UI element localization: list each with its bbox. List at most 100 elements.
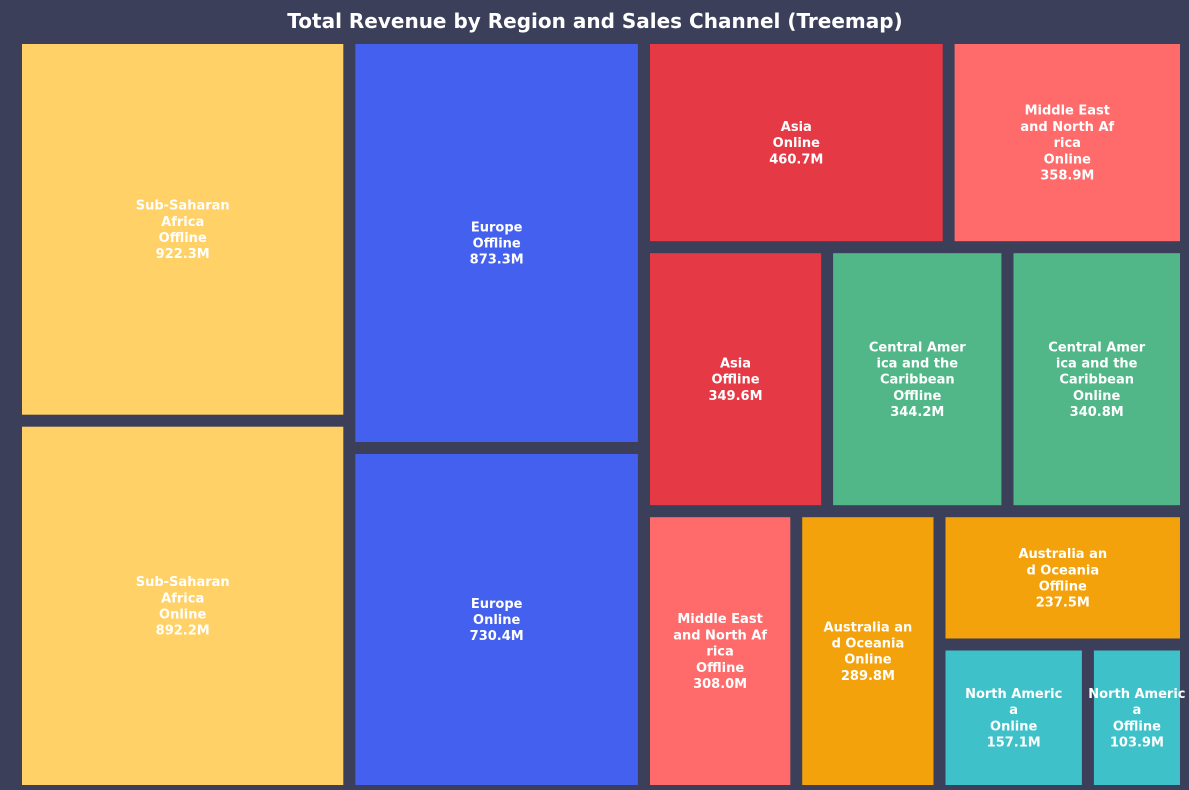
tile-label-line: Caribbean (880, 373, 955, 388)
tile-label-line: 289.8M (841, 669, 895, 684)
tile-label-line: 103.9M (1110, 736, 1164, 751)
tile-label-line: 922.3M (156, 247, 210, 262)
tile-rect-central-america-and-the-caribbean-online (1013, 253, 1180, 506)
tile-asia-online: Asia Online 460.7M (650, 44, 943, 242)
tile-label-line: 344.2M (890, 405, 944, 420)
tile-label-line: 157.1M (987, 736, 1041, 751)
tile-label-line: 730.4M (470, 629, 524, 644)
tile-label-line: Online (773, 136, 820, 151)
tile-label-line: Offline (696, 661, 744, 676)
tile-label-central-america-and-the-caribbean-online: Central Amer ica and the Caribbean Online 34… (1048, 340, 1145, 420)
tile-label-line: North Americ (1088, 687, 1185, 702)
tile-label-line: Online (990, 719, 1037, 734)
tile-label-line: Online (473, 613, 520, 628)
tile-label-line: a (1009, 703, 1018, 718)
tile-label-asia-offline: Asia Offline 349.6M (708, 357, 762, 404)
tile-asia-offline: Asia Offline 349.6M (650, 253, 822, 506)
tile-label-sub-saharan-africa-offline: Sub-Saharan Africa Offline 922.3M (136, 199, 230, 263)
tile-label-line: Offline (1113, 719, 1161, 734)
tile-rect-middle-east-and-north-africa-offline (650, 517, 791, 785)
tile-label-line: 358.9M (1040, 169, 1094, 184)
tile-rect-australia-and-oceania-offline (945, 517, 1180, 639)
tile-label-north-america-online: North Americ a Online 157.1M (965, 687, 1062, 751)
tile-rect-central-america-and-the-caribbean-offline (833, 253, 1002, 506)
tile-label-line: Middle East (1025, 104, 1110, 119)
tile-label-line: Online (159, 608, 206, 623)
tile-label-australia-and-oceania-offline: Australia an d Oceania Offline 237.5M (1018, 547, 1107, 611)
tile-label-line: ica and the (1056, 357, 1138, 372)
tile-label-line: Africa (161, 591, 204, 606)
tile-rect-asia-online (650, 44, 943, 242)
tile-label-line: Online (1044, 152, 1091, 167)
treemap-tiles: Sub-Saharan Africa Offline 922.3MSub-Sahara… (22, 44, 1186, 785)
tile-label-line: Offline (893, 389, 941, 404)
tile-label-line: 873.3M (470, 253, 524, 268)
tile-rect-north-america-online (945, 650, 1082, 785)
tile-label-line: rica (1054, 136, 1081, 151)
tile-label-line: Asia (720, 357, 751, 372)
tile-rect-asia-offline (650, 253, 822, 506)
tile-australia-and-oceania-offline: Australia an d Oceania Offline 237.5M (945, 517, 1180, 639)
tile-label-line: Online (1073, 389, 1120, 404)
tile-label-line: 892.2M (156, 624, 210, 639)
tile-australia-and-oceania-online: Australia an d Oceania Online 289.8M (802, 517, 934, 785)
tile-label-line: Africa (161, 215, 204, 230)
tile-label-middle-east-and-north-africa-offline: Middle East and North Af rica Offline 308.0M (673, 612, 767, 692)
tile-label-north-america-offline: North Americ a Offline 103.9M (1088, 687, 1185, 751)
tile-label-line: rica (706, 645, 733, 660)
tile-label-line: Caribbean (1059, 373, 1134, 388)
tile-label-line: Offline (473, 237, 521, 252)
tile-label-line: 340.8M (1070, 405, 1124, 420)
tile-europe-offline: Europe Offline 873.3M (355, 44, 638, 442)
tile-label-line: Sub-Saharan (136, 199, 230, 214)
tile-label-line: Offline (1039, 580, 1087, 595)
tile-label-line: d Oceania (1026, 563, 1099, 578)
tile-label-line: d Oceania (832, 637, 905, 652)
tile-label-line: Sub-Saharan (136, 575, 230, 590)
tile-label-line: Asia (781, 120, 812, 135)
tile-europe-online: Europe Online 730.4M (355, 454, 638, 785)
tile-rect-australia-and-oceania-online (802, 517, 934, 785)
chart-title: Total Revenue by Region and Sales Channe… (287, 9, 902, 33)
tile-sub-saharan-africa-online: Sub-Saharan Africa Online 892.2M (22, 426, 344, 785)
tile-rect-sub-saharan-africa-offline (22, 44, 344, 415)
tile-label-line: Middle East (677, 612, 762, 627)
tile-north-america-online: North Americ a Online 157.1M (945, 650, 1082, 785)
tile-label-line: Central Amer (1048, 340, 1145, 355)
tile-rect-north-america-offline (1093, 650, 1180, 785)
tile-label-line: Australia an (1018, 547, 1107, 562)
tile-middle-east-and-north-africa-offline: Middle East and North Af rica Offline 308.0M (650, 517, 791, 785)
tile-label-line: Online (844, 653, 891, 668)
tile-label-line: 308.0M (693, 677, 747, 692)
tile-rect-europe-online (355, 454, 638, 785)
tile-label-europe-offline: Europe Offline 873.3M (470, 220, 524, 267)
tile-label-central-america-and-the-caribbean-offline: Central Amer ica and the Caribbean Offline 3… (869, 340, 966, 420)
tile-label-line: Australia an (824, 620, 913, 635)
tile-label-line: 460.7M (769, 152, 823, 167)
tile-rect-middle-east-and-north-africa-online (954, 44, 1180, 242)
tile-north-america-offline: North Americ a Offline 103.9M (1088, 650, 1186, 785)
tile-label-line: and North Af (1020, 120, 1114, 135)
tile-label-europe-online: Europe Online 730.4M (470, 597, 524, 644)
tile-rect-europe-offline (355, 44, 638, 442)
tile-label-line: ica and the (876, 357, 958, 372)
tile-label-line: Europe (471, 597, 523, 612)
tile-label-line: Central Amer (869, 340, 966, 355)
tile-sub-saharan-africa-offline: Sub-Saharan Africa Offline 922.3M (22, 44, 344, 415)
tile-label-line: 237.5M (1036, 596, 1090, 611)
tile-label-australia-and-oceania-online: Australia an d Oceania Online 289.8M (824, 620, 913, 684)
tile-label-line: and North Af (673, 628, 767, 643)
tile-central-america-and-the-caribbean-offline: Central Amer ica and the Caribbean Offline 3… (833, 253, 1002, 506)
tile-label-asia-online: Asia Online 460.7M (769, 120, 823, 167)
tile-middle-east-and-north-africa-online: Middle East and North Af rica Online 358.9M (954, 44, 1180, 242)
tile-label-middle-east-and-north-africa-online: Middle East and North Af rica Online 358.9M (1020, 104, 1114, 184)
tile-label-line: Offline (711, 373, 759, 388)
tile-label-line: a (1133, 703, 1142, 718)
tile-label-line: Offline (159, 231, 207, 246)
tile-rect-sub-saharan-africa-online (22, 426, 344, 785)
tile-label-sub-saharan-africa-online: Sub-Saharan Africa Online 892.2M (136, 575, 230, 639)
tile-label-line: 349.6M (708, 389, 762, 404)
tile-central-america-and-the-caribbean-online: Central Amer ica and the Caribbean Online 34… (1013, 253, 1180, 506)
tile-label-line: Europe (471, 220, 523, 235)
